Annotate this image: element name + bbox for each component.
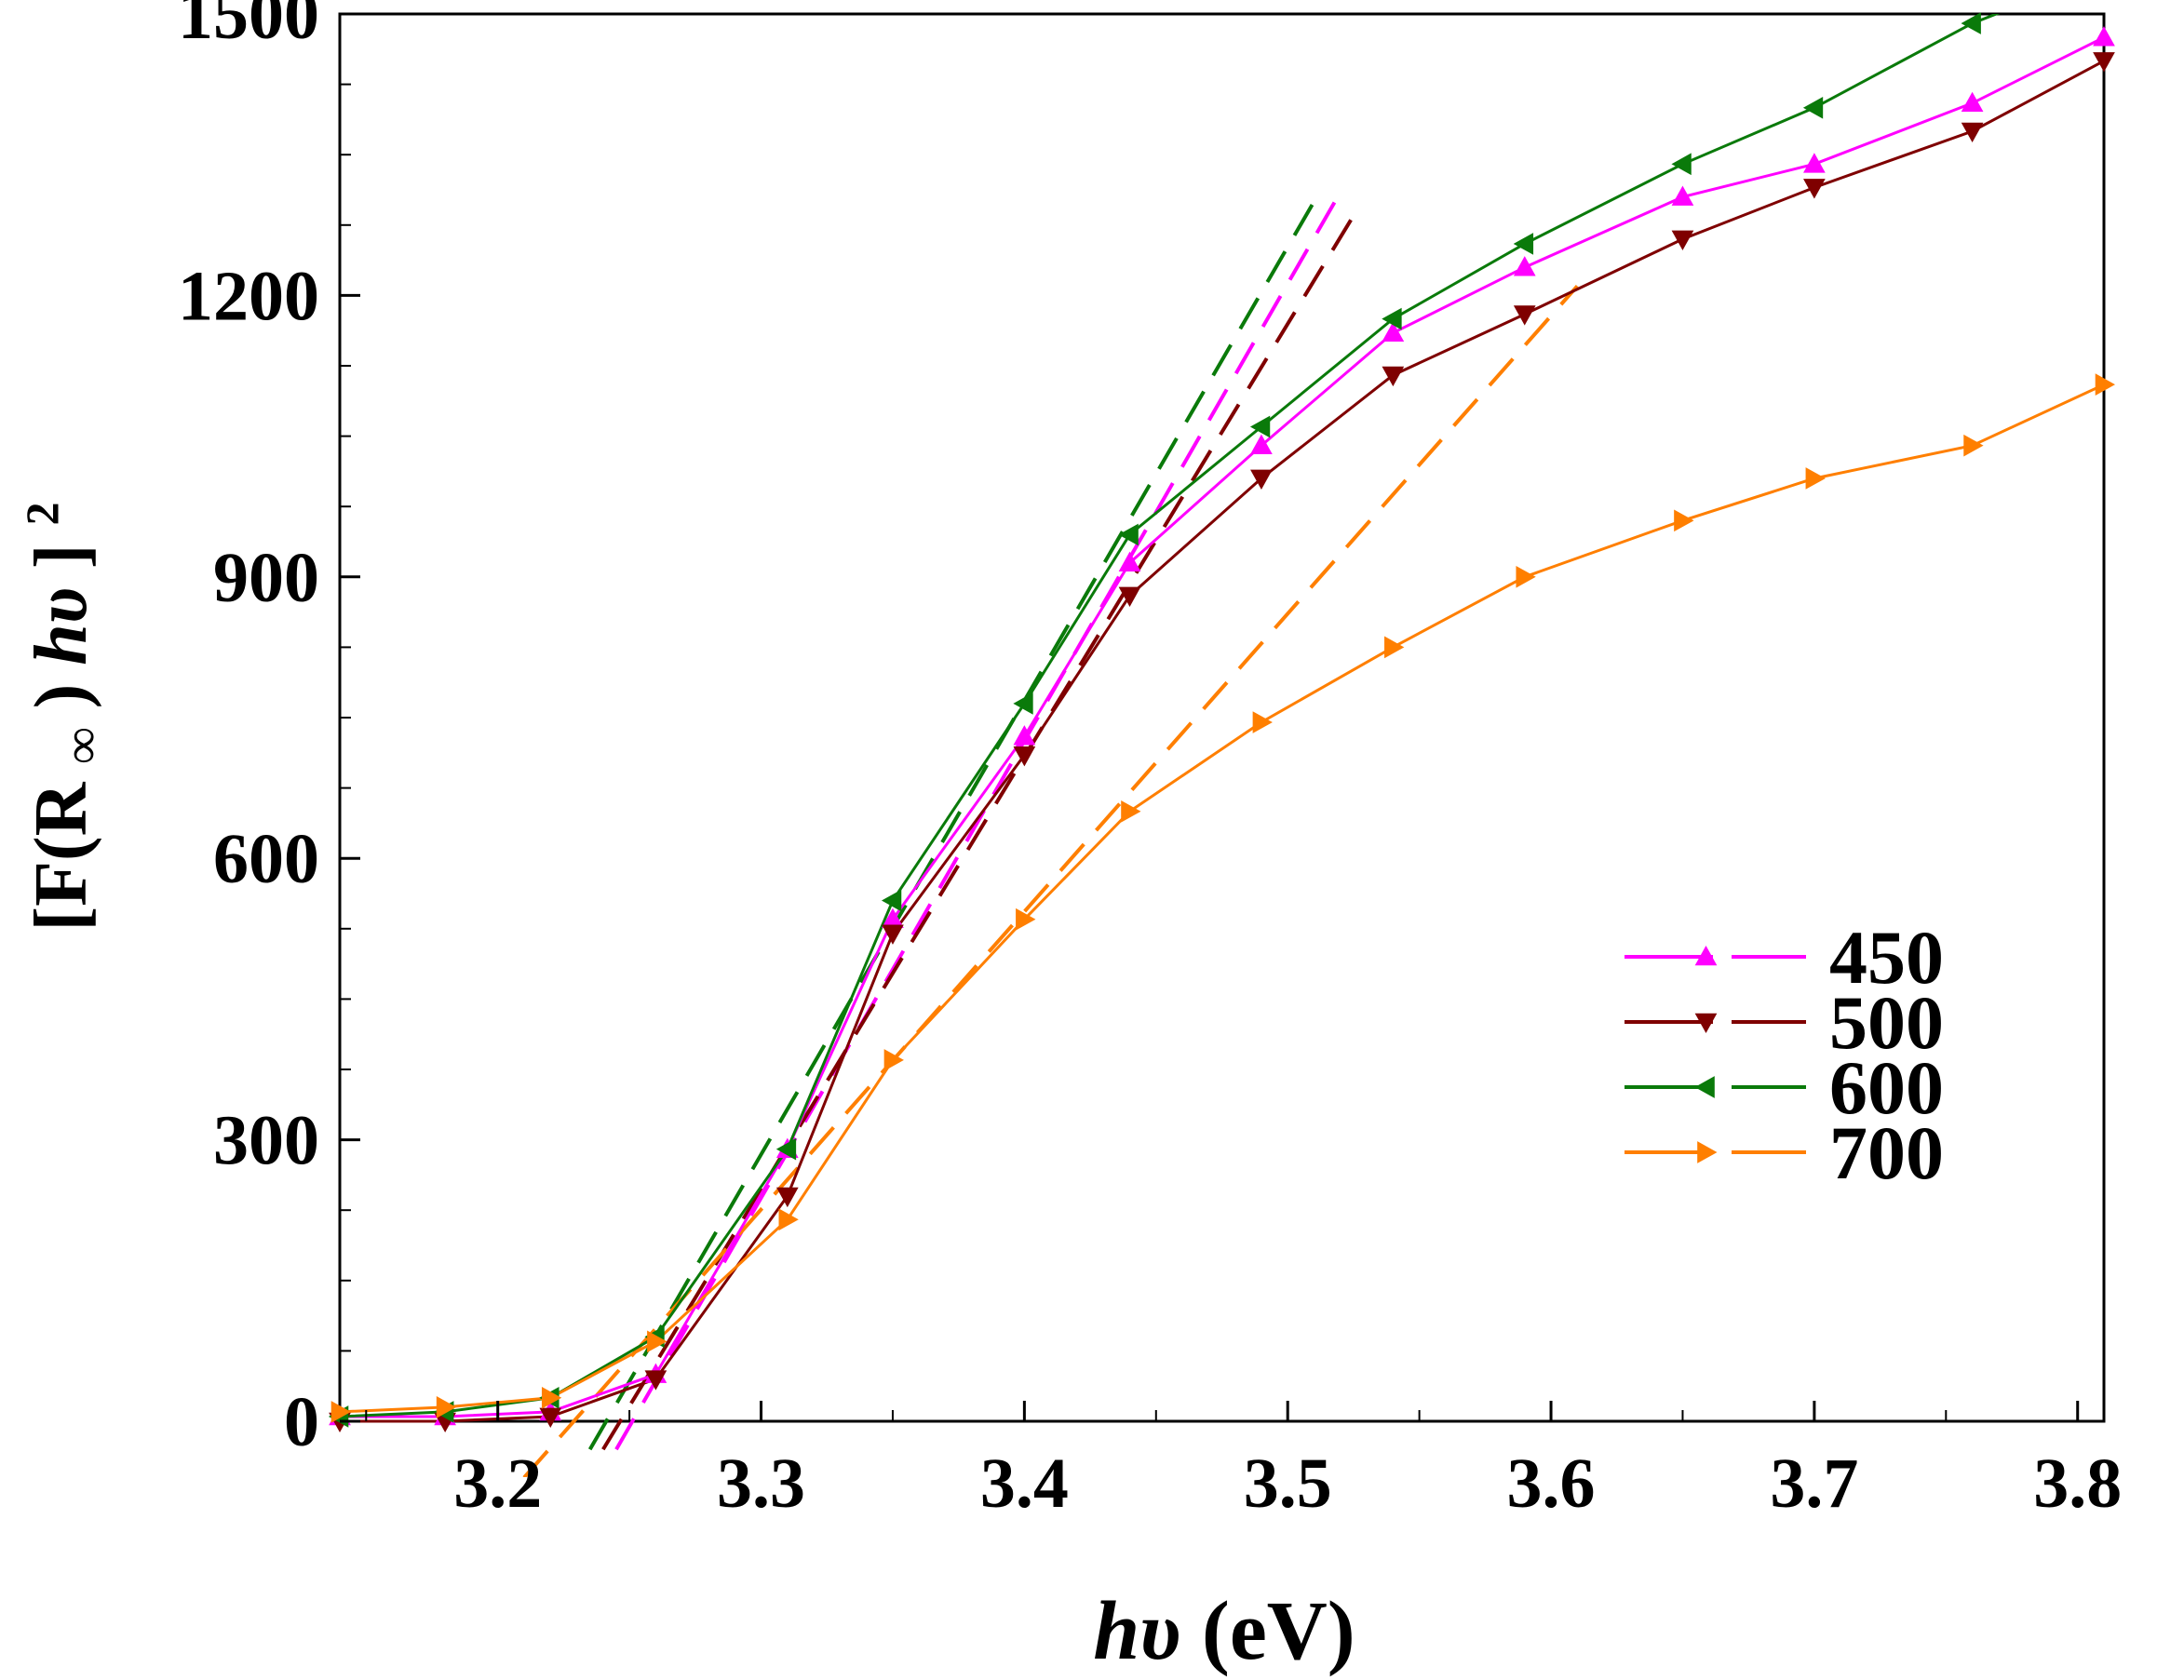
point-700-10 [1516, 565, 1536, 588]
y-axis-title-open: [F(R [20, 781, 102, 931]
x-tick-label-3-6: 3.6 [1507, 1445, 1596, 1523]
point-500-3 [644, 1370, 667, 1391]
point-500-4 [775, 1187, 799, 1208]
point-500-2 [539, 1407, 562, 1428]
point-450-11 [1671, 185, 1694, 206]
point-600-4 [775, 1137, 797, 1161]
plot-area [338, 12, 2106, 1423]
point-700-3 [647, 1330, 667, 1353]
x-axis-title-symbol: hυ [1093, 1585, 1180, 1677]
x-tick-label-3-3: 3.3 [717, 1445, 805, 1523]
point-700-9 [1384, 636, 1405, 659]
point-700-14 [2095, 373, 2116, 396]
x-tick-label-3-4: 3.4 [980, 1445, 1069, 1523]
series-line-450 [340, 35, 2104, 1418]
legend-marker-600 [1694, 1076, 1715, 1098]
point-450-13 [1961, 91, 1984, 113]
y-tick-label-900: 900 [213, 539, 319, 617]
point-700-8 [1252, 711, 1273, 733]
legend-marker-450 [1694, 945, 1718, 966]
point-500-5 [882, 924, 904, 945]
x-axis-title: hυ (eV) [1093, 1585, 1355, 1677]
point-500-12 [1803, 179, 1826, 199]
legend-item-700: 700 [1625, 1110, 1944, 1195]
y-tick-label-1500: 1500 [178, 0, 319, 54]
point-500-9 [1382, 366, 1405, 387]
point-600-13 [1961, 12, 1981, 34]
point-450-12 [1803, 153, 1826, 173]
point-600-12 [1802, 96, 1824, 119]
series-line-700 [340, 383, 2104, 1414]
point-700-13 [1963, 434, 1984, 457]
legend-label-450: 450 [1829, 915, 1944, 1000]
point-700-5 [883, 1049, 904, 1071]
legend-marker-500 [1694, 1013, 1718, 1034]
point-500-7 [1118, 586, 1141, 607]
plot-frame [338, 12, 2106, 1423]
point-500-14 [2093, 52, 2115, 73]
point-700-4 [778, 1208, 799, 1231]
series-lines [340, 14, 2104, 1423]
legend-label-700: 700 [1829, 1110, 1944, 1195]
y-axis-title-subscript: ∞ [53, 727, 110, 763]
point-600-8 [1249, 415, 1271, 438]
point-450-7 [1118, 551, 1141, 571]
point-450-9 [1382, 321, 1405, 343]
tick-labels: 3.2 3.3 3.4 3.5 3.6 3.7 3.8 0 300 600 900 1200 1500 [178, 0, 2122, 1523]
y-tick-label-1200: 1200 [178, 257, 319, 335]
point-700-12 [1805, 467, 1826, 490]
x-tick-label-3-5: 3.5 [1244, 1445, 1332, 1523]
legend-item-450: 450 [1625, 915, 1944, 1000]
point-500-10 [1513, 305, 1536, 326]
x-tick-label-3-7: 3.7 [1770, 1445, 1858, 1523]
series-line-600 [340, 14, 2001, 1418]
fit-lines [522, 191, 1579, 1477]
point-450-6 [1013, 725, 1036, 746]
point-500-8 [1250, 469, 1273, 490]
point-500-6 [1013, 746, 1036, 767]
series-line-500 [340, 60, 2104, 1423]
y-tick-label-300: 300 [213, 1102, 319, 1180]
point-450-14 [2093, 26, 2115, 47]
point-600-5 [881, 889, 902, 912]
ticks [340, 12, 2080, 1423]
y-tick-label-600: 600 [213, 820, 319, 898]
x-axis-title-unit: (eV) [1202, 1585, 1355, 1677]
point-500-13 [1961, 122, 1984, 143]
y-axis-title-close: ] [20, 544, 102, 569]
point-600-9 [1382, 307, 1402, 330]
x-tick-label-3-8: 3.8 [2033, 1445, 2122, 1523]
point-600-6 [1013, 692, 1033, 715]
point-450-8 [1250, 434, 1273, 454]
point-700-1 [436, 1396, 457, 1418]
point-700-11 [1674, 509, 1694, 532]
y-axis-title-mid: ) [20, 684, 102, 709]
legend-item-500: 500 [1625, 980, 1944, 1065]
point-600-11 [1671, 153, 1692, 176]
legend-label-500: 500 [1829, 980, 1944, 1065]
point-700-0 [330, 1401, 352, 1423]
point-700-7 [1121, 800, 1141, 823]
legend-label-600: 600 [1829, 1045, 1944, 1130]
fit-line-700 [522, 284, 1579, 1477]
x-tick-label-3-2: 3.2 [453, 1445, 542, 1523]
series-markers [328, 12, 2116, 1433]
point-700-2 [541, 1386, 562, 1409]
point-500-11 [1671, 230, 1694, 250]
fit-line-500 [601, 214, 1355, 1451]
y-axis-title: [F(R ∞ ) hυ ] 2 [16, 502, 115, 931]
y-tick-label-0: 0 [284, 1383, 319, 1461]
point-700-6 [1016, 907, 1036, 931]
fit-line-600 [587, 200, 1316, 1451]
y-axis-title-symbol: hυ [20, 587, 102, 665]
legend-item-600: 600 [1625, 1045, 1944, 1130]
point-600-10 [1513, 233, 1534, 255]
point-450-10 [1513, 256, 1536, 276]
fit-line-450 [614, 191, 1342, 1451]
y-axis-title-superscript: 2 [16, 502, 68, 525]
legend-marker-700 [1697, 1141, 1718, 1163]
point-600-7 [1118, 523, 1139, 546]
